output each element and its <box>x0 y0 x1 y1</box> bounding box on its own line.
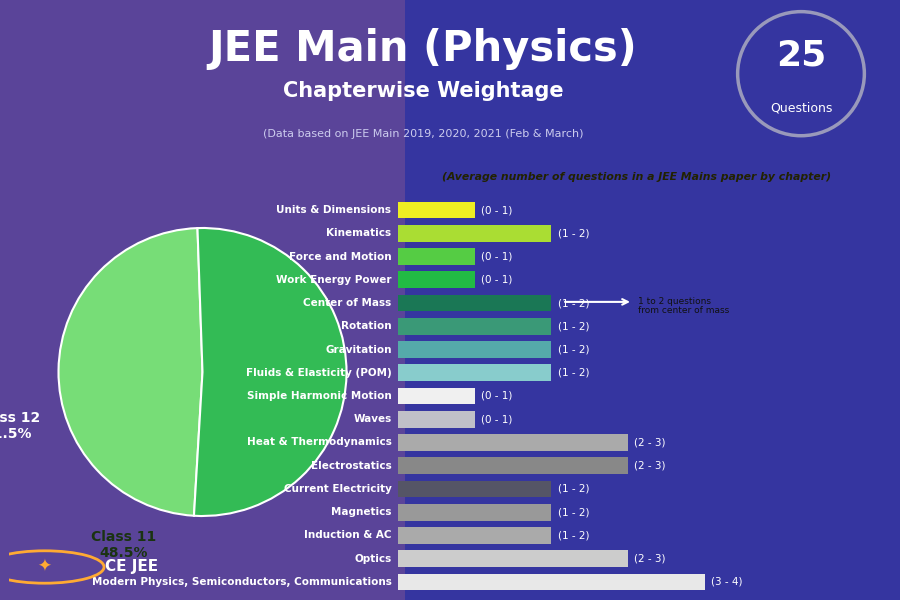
Text: Induction & AC: Induction & AC <box>304 530 392 541</box>
Text: (1 - 2): (1 - 2) <box>557 321 589 331</box>
Bar <box>398 550 628 567</box>
Text: (1 - 2): (1 - 2) <box>557 229 589 238</box>
Text: ✦: ✦ <box>38 558 51 576</box>
Text: (1 - 2): (1 - 2) <box>557 344 589 355</box>
Text: (1 - 2): (1 - 2) <box>557 507 589 517</box>
Text: (1 - 2): (1 - 2) <box>557 530 589 541</box>
Text: Center of Mass: Center of Mass <box>303 298 392 308</box>
Text: 1 to 2 questions: 1 to 2 questions <box>637 296 711 305</box>
Bar <box>398 574 705 590</box>
Text: (0 - 1): (0 - 1) <box>481 391 512 401</box>
Text: Gravitation: Gravitation <box>325 344 392 355</box>
Text: (1 - 2): (1 - 2) <box>557 368 589 378</box>
Bar <box>398 364 551 381</box>
Text: Questions: Questions <box>770 101 832 114</box>
Text: (2 - 3): (2 - 3) <box>634 461 666 471</box>
Text: Rotation: Rotation <box>341 321 392 331</box>
Bar <box>398 527 551 544</box>
Text: (0 - 1): (0 - 1) <box>481 251 512 262</box>
Text: from center of mass: from center of mass <box>637 306 729 315</box>
Text: Waves: Waves <box>353 414 392 424</box>
Text: Optics: Optics <box>355 554 392 563</box>
Text: Class 11
48.5%: Class 11 48.5% <box>91 530 156 560</box>
Text: Heat & Thermodynamics: Heat & Thermodynamics <box>247 437 392 448</box>
Bar <box>398 248 474 265</box>
Bar <box>398 295 551 311</box>
Wedge shape <box>194 228 346 516</box>
Text: Kinematics: Kinematics <box>327 229 392 238</box>
Text: (0 - 1): (0 - 1) <box>481 205 512 215</box>
Text: Electrostatics: Electrostatics <box>310 461 392 471</box>
Text: Work Energy Power: Work Energy Power <box>276 275 392 285</box>
Bar <box>398 341 551 358</box>
Bar <box>398 411 474 428</box>
Text: (2 - 3): (2 - 3) <box>634 554 666 563</box>
Text: JEE Main (Physics): JEE Main (Physics) <box>209 28 637 70</box>
Text: Units & Dimensions: Units & Dimensions <box>276 205 392 215</box>
Text: (Data based on JEE Main 2019, 2020, 2021 (Feb & March): (Data based on JEE Main 2019, 2020, 2021… <box>263 128 583 139</box>
Bar <box>398 481 551 497</box>
Bar <box>398 271 474 288</box>
Text: (Average number of questions in a JEE Mains paper by chapter): (Average number of questions in a JEE Ma… <box>442 172 832 182</box>
Bar <box>398 225 551 242</box>
Text: Fluids & Elasticity (POM): Fluids & Elasticity (POM) <box>246 368 392 378</box>
Text: Simple Harmonic Motion: Simple Harmonic Motion <box>247 391 392 401</box>
Text: Current Electricity: Current Electricity <box>284 484 392 494</box>
Bar <box>398 388 474 404</box>
Text: 25: 25 <box>776 38 826 73</box>
Text: (1 - 2): (1 - 2) <box>557 484 589 494</box>
Wedge shape <box>58 228 202 516</box>
Text: Modern Physics, Semiconductors, Communications: Modern Physics, Semiconductors, Communic… <box>92 577 392 587</box>
Text: (3 - 4): (3 - 4) <box>711 577 742 587</box>
Text: Chapterwise Weightage: Chapterwise Weightage <box>283 81 563 101</box>
Bar <box>398 457 628 474</box>
Text: (1 - 2): (1 - 2) <box>557 298 589 308</box>
Text: Class 12
51.5%: Class 12 51.5% <box>0 411 40 441</box>
Bar <box>398 318 551 335</box>
Text: Force and Motion: Force and Motion <box>289 251 392 262</box>
Text: (0 - 1): (0 - 1) <box>481 275 512 285</box>
Text: CE JEE: CE JEE <box>105 559 158 575</box>
Text: (0 - 1): (0 - 1) <box>481 414 512 424</box>
Bar <box>398 434 628 451</box>
Text: (2 - 3): (2 - 3) <box>634 437 666 448</box>
Bar <box>398 504 551 521</box>
Text: Magnetics: Magnetics <box>331 507 392 517</box>
Bar <box>398 202 474 218</box>
